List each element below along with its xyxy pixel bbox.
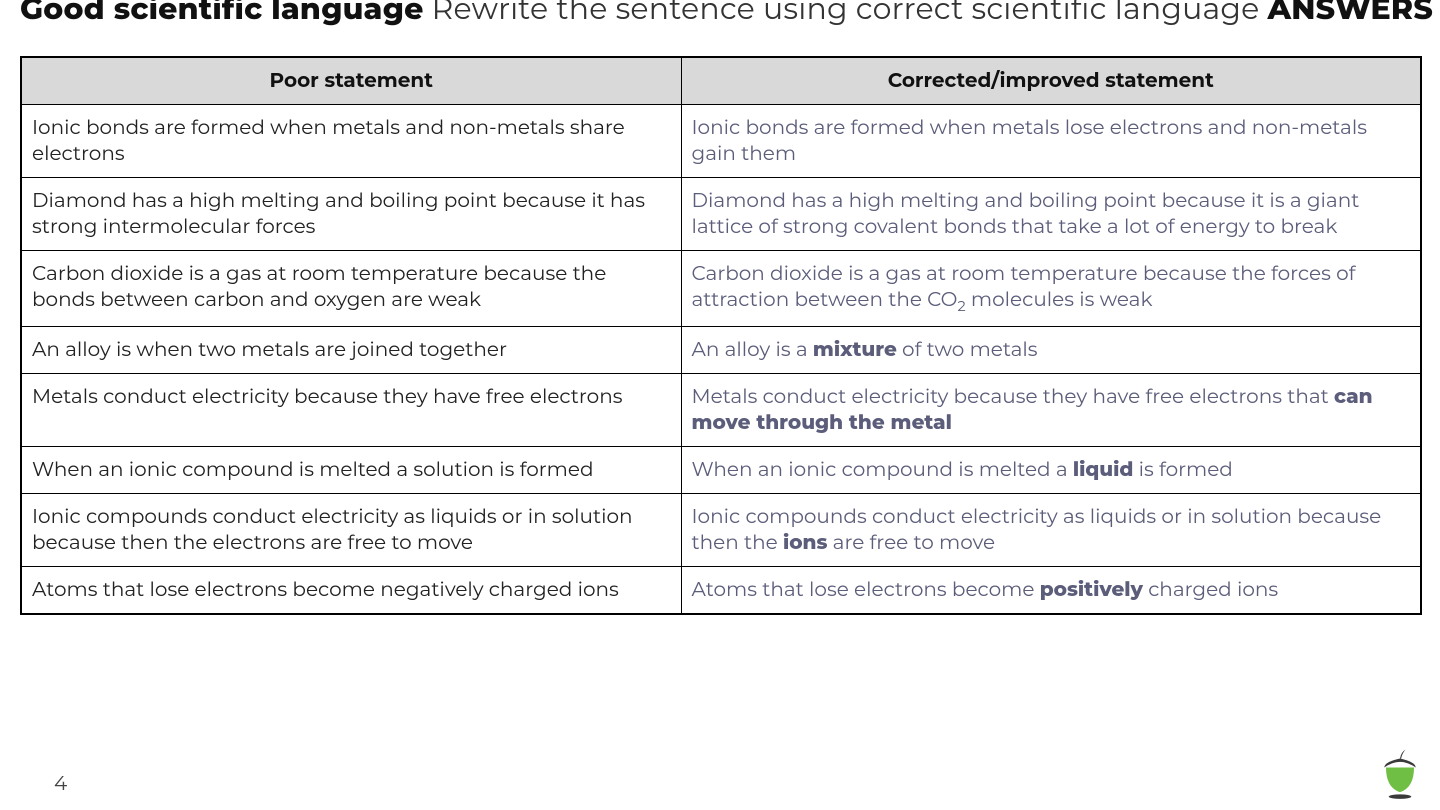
page-title: Good scientific language Rewrite the sen…	[20, 0, 1420, 24]
corrected-statement-cell: Ionic bonds are formed when metals lose …	[681, 105, 1421, 178]
poor-statement-cell: Ionic bonds are formed when metals and n…	[21, 105, 681, 178]
col-header-poor: Poor statement	[21, 57, 681, 105]
title-mid: Rewrite the sentence using correct scien…	[424, 0, 1268, 27]
title-lead: Good scientific language	[20, 0, 424, 27]
table-row: Ionic compounds conduct electricity as l…	[21, 493, 1421, 566]
corrected-statement-cell: Ionic compounds conduct electricity as l…	[681, 493, 1421, 566]
table-row: Diamond has a high melting and boiling p…	[21, 178, 1421, 251]
table-row: Atoms that lose electrons become negativ…	[21, 566, 1421, 614]
poor-statement-cell: Metals conduct electricity because they …	[21, 373, 681, 446]
poor-statement-cell: Diamond has a high melting and boiling p…	[21, 178, 681, 251]
corrected-statement-cell: Carbon dioxide is a gas at room temperat…	[681, 251, 1421, 327]
poor-statement-cell: An alloy is when two metals are joined t…	[21, 326, 681, 373]
page-number: 4	[54, 772, 67, 796]
corrected-statement-cell: Metals conduct electricity because they …	[681, 373, 1421, 446]
corrected-statement-cell: An alloy is a mixture of two metals	[681, 326, 1421, 373]
title-answers: ANSWERS	[1268, 0, 1433, 27]
statements-table: Poor statement Corrected/improved statem…	[20, 56, 1422, 615]
table-row: Metals conduct electricity because they …	[21, 373, 1421, 446]
acorn-logo-icon	[1372, 744, 1428, 800]
table-row: Carbon dioxide is a gas at room temperat…	[21, 251, 1421, 327]
table-row: When an ionic compound is melted a solut…	[21, 446, 1421, 493]
poor-statement-cell: Ionic compounds conduct electricity as l…	[21, 493, 681, 566]
table-row: An alloy is when two metals are joined t…	[21, 326, 1421, 373]
poor-statement-cell: Carbon dioxide is a gas at room temperat…	[21, 251, 681, 327]
poor-statement-cell: Atoms that lose electrons become negativ…	[21, 566, 681, 614]
col-header-corrected: Corrected/improved statement	[681, 57, 1421, 105]
table-header-row: Poor statement Corrected/improved statem…	[21, 57, 1421, 105]
table-row: Ionic bonds are formed when metals and n…	[21, 105, 1421, 178]
corrected-statement-cell: When an ionic compound is melted a liqui…	[681, 446, 1421, 493]
corrected-statement-cell: Atoms that lose electrons become positiv…	[681, 566, 1421, 614]
corrected-statement-cell: Diamond has a high melting and boiling p…	[681, 178, 1421, 251]
poor-statement-cell: When an ionic compound is melted a solut…	[21, 446, 681, 493]
